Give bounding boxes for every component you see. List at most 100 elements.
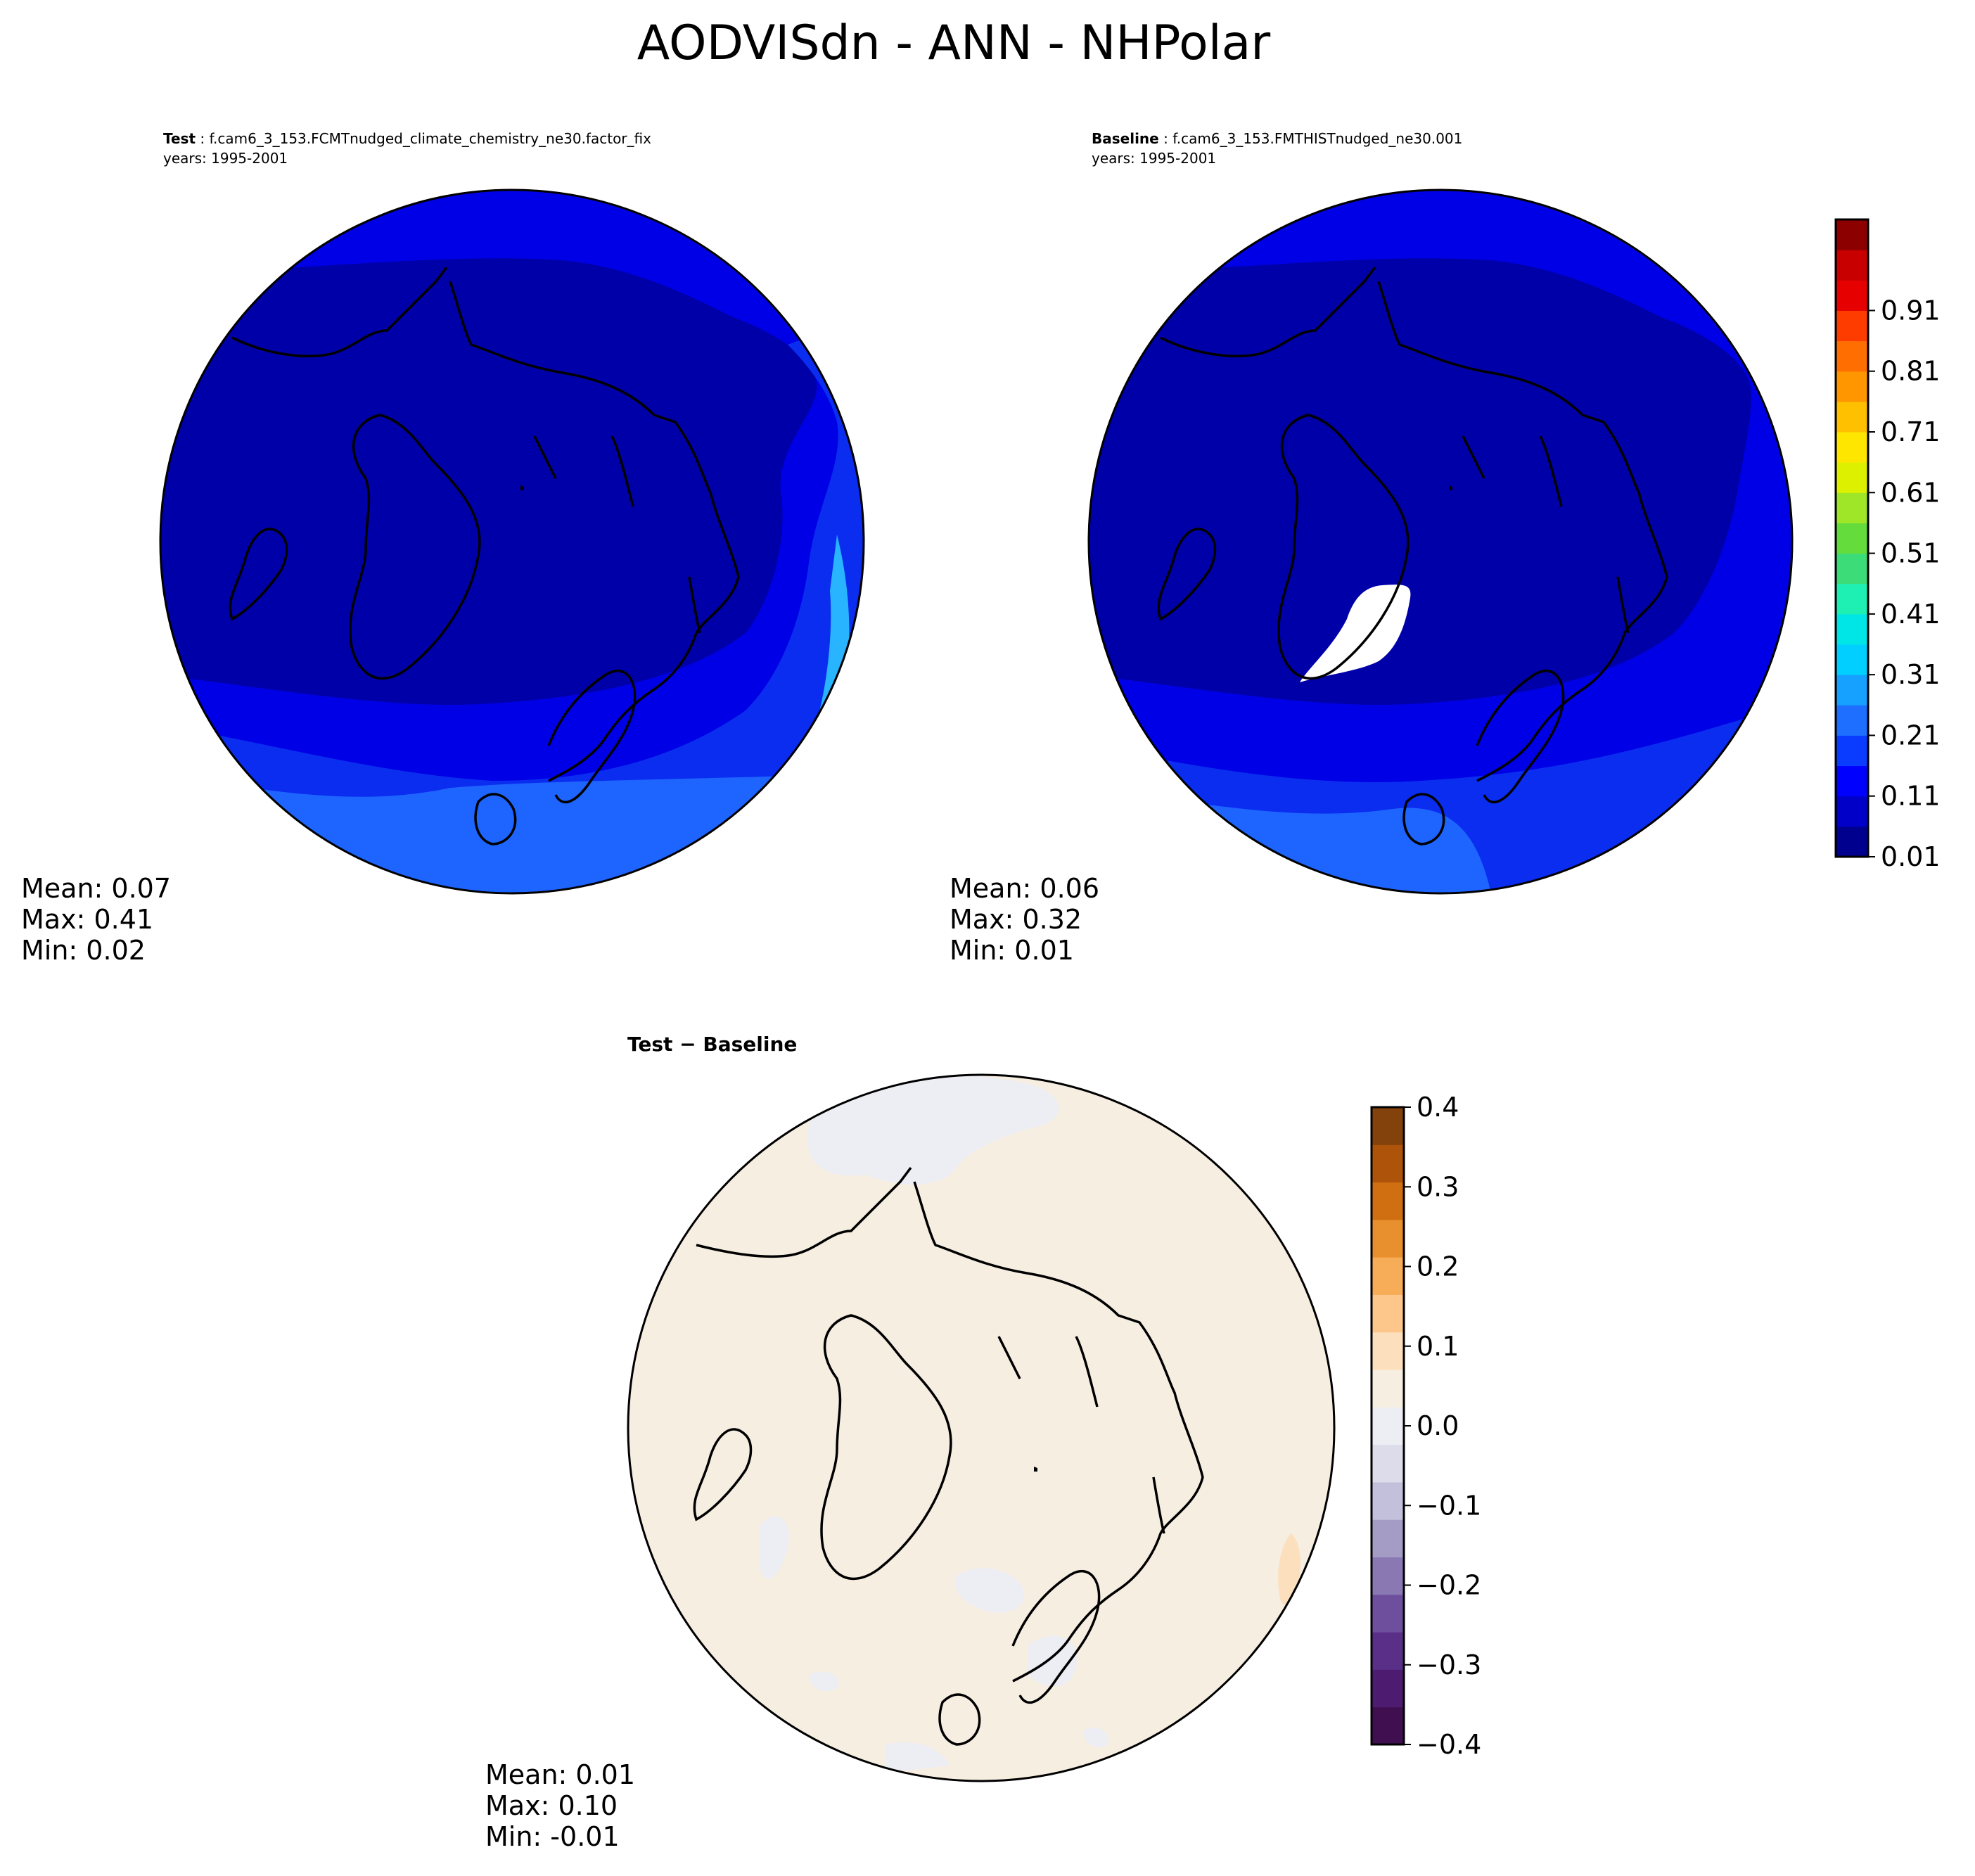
panel-diff-level-1f [886,1742,950,1773]
panel-baseline-field [1089,190,1792,893]
panel-test-level-1 [160,190,864,893]
panel-diff-header: Test − Baseline [627,1033,797,1056]
colorbar-diff-segment [1372,1407,1404,1446]
panel-test-field [160,190,864,893]
colorbar-main-segment [1836,219,1868,250]
colorbar-diff-tick-label: 0.0 [1417,1410,1459,1441]
colorbar-main-segment [1836,675,1868,706]
panel-test-header-rest: : f.cam6_3_153.FCMTnudged_climate_chemis… [200,130,651,147]
panel-diff-level-2 [1278,1533,1301,1606]
panel-diff-outline [627,1073,1336,1782]
colorbar-main-tick-label: 0.81 [1881,356,1941,387]
colorbar-main-segment [1836,462,1868,493]
colorbar-diff-tick-label: 0.1 [1417,1331,1459,1362]
panel-diff: Test − Baseline Mean: 0.01 Max: 0.10 [485,1033,1336,1852]
panel-test-max: Max: 0.41 [21,904,153,935]
colorbar-main-segment [1836,280,1868,311]
panel-baseline: Baseline : f.cam6_3_153.FMTHISTnudged_ne… [950,130,1794,966]
panel-baseline-island [1449,485,1452,490]
panel-baseline-min: Min: 0.01 [950,935,1074,966]
colorbar-diff-segment [1372,1557,1404,1595]
panel-diff-min: Min: -0.01 [485,1821,620,1852]
colorbar-diff-segment [1372,1519,1404,1558]
panel-baseline-header-rest: : f.cam6_3_153.FMTHISTnudged_ne30.001 [1163,130,1462,147]
colorbar-main-tick-label: 0.11 [1881,781,1941,812]
colorbar-main-segment [1836,796,1868,827]
colorbar-diff-segment [1372,1144,1404,1183]
colorbar-diff-segment [1372,1594,1404,1633]
colorbar-diff-segment [1372,1706,1404,1745]
colorbar-diff-tick-label: 0.2 [1417,1251,1459,1282]
panel-diff-mean: Mean: 0.01 [485,1759,635,1790]
colorbar-diff: −0.4 −0.3 −0.2 −0.1 0.0 0.1 0.2 0.3 0.4 [1370,1092,1481,1760]
panel-test-min: Min: 0.02 [21,935,146,966]
colorbar-main-tick-label: 0.71 [1881,416,1941,447]
colorbar-diff-segment [1372,1370,1404,1408]
colorbar-main-segment [1836,432,1868,463]
colorbar-diff-segment [1372,1182,1404,1220]
panel-baseline-coastlines [1157,266,1668,846]
panel-diff-level-1c [954,1568,1025,1613]
colorbar-main-segment [1836,644,1868,675]
colorbar-main-segment [1836,613,1868,645]
panel-baseline-level-1 [1089,190,1792,893]
panel-test-coastlines [229,266,740,846]
colorbar-diff-segment [1372,1332,1404,1370]
panel-diff-level-1b [760,1516,789,1579]
colorbar-diff-segment [1372,1632,1404,1670]
colorbar-main-tick-label: 0.61 [1881,477,1941,508]
colorbar-main-tick-label: 0.21 [1881,720,1941,751]
panel-diff-level-1d [1027,1635,1078,1687]
colorbar-diff-segment [1372,1481,1404,1520]
panel-diff-max: Max: 0.10 [485,1790,618,1821]
panel-diff-coastlines [693,1166,1204,1746]
panel-test: Test : f.cam6_3_153.FCMTnudged_climate_c… [21,130,865,966]
panel-test-outline [159,189,865,895]
colorbar-diff-tick-label: −0.4 [1417,1729,1481,1760]
panel-baseline-outline [1087,189,1794,895]
panel-baseline-header-bold: Baseline [1092,130,1159,147]
colorbar-main-segment [1836,371,1868,402]
colorbar-main-segment [1836,826,1868,857]
panel-baseline-missing-region [1300,585,1411,682]
panel-test-level-2 [160,317,864,893]
colorbar-main-segment [1836,765,1868,797]
panel-diff-field [628,1075,1334,1781]
colorbar-main: 0.01 0.11 0.21 0.31 0.41 0.51 0.61 0.71 0.81 0.91 [1834,218,1941,872]
colorbar-diff-tick-label: −0.3 [1417,1650,1481,1680]
colorbar-diff-segment [1372,1444,1404,1483]
colorbar-main-frame [1834,218,1869,858]
colorbar-diff-segment [1372,1257,1404,1295]
colorbar-main-segment [1836,340,1868,372]
colorbar-diff-segment [1372,1669,1404,1708]
colorbar-diff-tick-label: −0.2 [1417,1570,1481,1601]
colorbar-main-tick-label: 0.31 [1881,659,1941,690]
panel-test-years: years: 1995-2001 [163,150,288,167]
colorbar-main-segment [1836,735,1868,767]
colorbar-main-tick-label: 0.91 [1881,295,1941,326]
colorbar-main-segment [1836,401,1868,433]
colorbar-main-segment [1836,250,1868,281]
panel-diff-level-1e [809,1671,839,1691]
colorbar-diff-tick-label: 0.4 [1417,1092,1459,1123]
panel-test-island [520,485,524,490]
panel-baseline-max: Max: 0.32 [950,904,1082,935]
panel-test-header-bold: Test [163,130,196,147]
panel-baseline-years: years: 1995-2001 [1092,150,1216,167]
colorbar-diff-tick-label: −0.1 [1417,1490,1481,1521]
panel-diff-level-1 [807,1075,1059,1185]
panel-diff-level-1g [1083,1728,1108,1747]
colorbar-main-segment [1836,492,1868,523]
colorbar-main-segment [1836,523,1868,554]
panel-diff-field-base [628,1075,1334,1781]
panel-baseline-mean: Mean: 0.06 [950,873,1099,904]
colorbar-main-tick-label: 0.01 [1881,841,1941,872]
colorbar-main-segment [1836,553,1868,585]
colorbar-main-segment [1836,310,1868,342]
colorbar-diff-segment [1372,1107,1404,1145]
panel-test-header: Test : f.cam6_3_153.FCMTnudged_climate_c… [163,130,651,147]
colorbar-main-segment [1836,705,1868,736]
colorbar-diff-segment [1372,1294,1404,1333]
panel-baseline-header: Baseline : f.cam6_3_153.FMTHISTnudged_ne… [1092,130,1462,147]
colorbar-diff-tick-label: 0.3 [1417,1171,1459,1202]
